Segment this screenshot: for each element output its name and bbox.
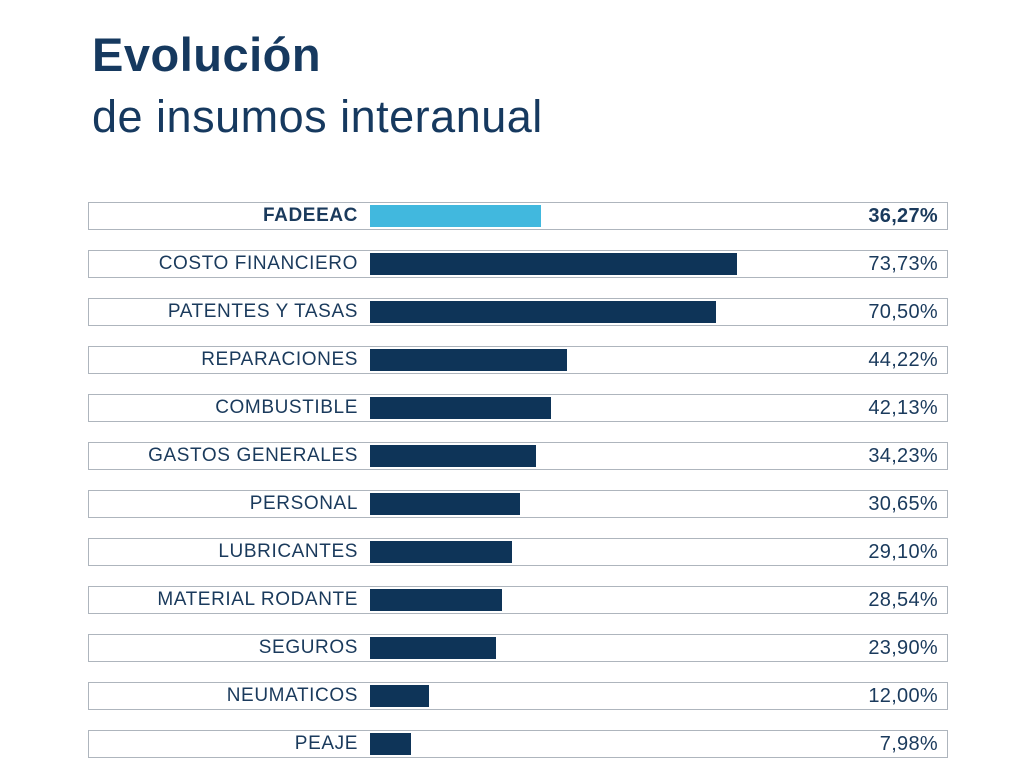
- category-label: COMBUSTIBLE: [215, 397, 358, 418]
- chart-row: PERSONAL 30,65%: [88, 490, 948, 518]
- value-label: 34,23%: [868, 444, 938, 467]
- bar: [370, 205, 541, 227]
- category-label: PERSONAL: [249, 493, 358, 514]
- bar: [370, 589, 502, 611]
- bar-area: [370, 683, 868, 709]
- category-label: PEAJE: [294, 733, 358, 754]
- bar-area: [370, 539, 868, 565]
- bar: [370, 733, 411, 755]
- category-label: LUBRICANTES: [218, 541, 358, 562]
- bar-area: [370, 587, 868, 613]
- category-label: NEUMATICOS: [226, 685, 358, 706]
- bar: [370, 685, 429, 707]
- bar: [370, 301, 716, 323]
- bar-area: [370, 347, 868, 373]
- chart-row: COSTO FINANCIERO 73,73%: [88, 250, 948, 278]
- category-label: PATENTES Y TASAS: [167, 301, 358, 322]
- category-label: SEGUROS: [258, 637, 358, 658]
- bar: [370, 349, 567, 371]
- value-label: 23,90%: [868, 636, 938, 659]
- value-label: 12,00%: [868, 684, 938, 707]
- value-label: 29,10%: [868, 540, 938, 563]
- value-label: 44,22%: [868, 348, 938, 371]
- page-title-line2: de insumos interanual: [92, 91, 543, 142]
- value-label: 7,98%: [879, 732, 938, 755]
- bar-area: [370, 635, 868, 661]
- bar-area: [370, 299, 868, 325]
- chart-row: COMBUSTIBLE 42,13%: [88, 394, 948, 422]
- bar: [370, 397, 551, 419]
- bar: [370, 493, 520, 515]
- bar-area: [370, 491, 868, 517]
- category-label: FADEEAC: [263, 205, 358, 226]
- bar: [370, 637, 496, 659]
- bar-area: [370, 395, 868, 421]
- chart-row: FADEEAC 36,27%: [88, 202, 948, 230]
- bar: [370, 541, 512, 563]
- chart-row: SEGUROS 23,90%: [88, 634, 948, 662]
- category-label: REPARACIONES: [201, 349, 358, 370]
- bar: [370, 253, 737, 275]
- value-label: 36,27%: [868, 204, 938, 227]
- bar-area: [370, 443, 868, 469]
- value-label: 28,54%: [868, 588, 938, 611]
- value-label: 73,73%: [868, 252, 938, 275]
- chart-row: NEUMATICOS 12,00%: [88, 682, 948, 710]
- value-label: 42,13%: [868, 396, 938, 419]
- category-label: GASTOS GENERALES: [148, 445, 358, 466]
- bar-chart: FADEEAC 36,27% COSTO FINANCIERO 73,73% P…: [88, 202, 948, 761]
- category-label: COSTO FINANCIERO: [158, 253, 358, 274]
- bar: [370, 445, 536, 467]
- bar-area: [370, 203, 868, 229]
- page-title-line1: Evolución: [92, 28, 322, 81]
- chart-row: MATERIAL RODANTE 28,54%: [88, 586, 948, 614]
- category-label: MATERIAL RODANTE: [157, 589, 358, 610]
- chart-row: GASTOS GENERALES 34,23%: [88, 442, 948, 470]
- value-label: 30,65%: [868, 492, 938, 515]
- page-title: Evolución de insumos interanual: [92, 24, 543, 148]
- chart-row: PATENTES Y TASAS 70,50%: [88, 298, 948, 326]
- bar-area: [370, 731, 880, 757]
- chart-row: LUBRICANTES 29,10%: [88, 538, 948, 566]
- value-label: 70,50%: [868, 300, 938, 323]
- bar-area: [370, 251, 868, 277]
- chart-row: PEAJE 7,98%: [88, 730, 948, 758]
- chart-row: REPARACIONES 44,22%: [88, 346, 948, 374]
